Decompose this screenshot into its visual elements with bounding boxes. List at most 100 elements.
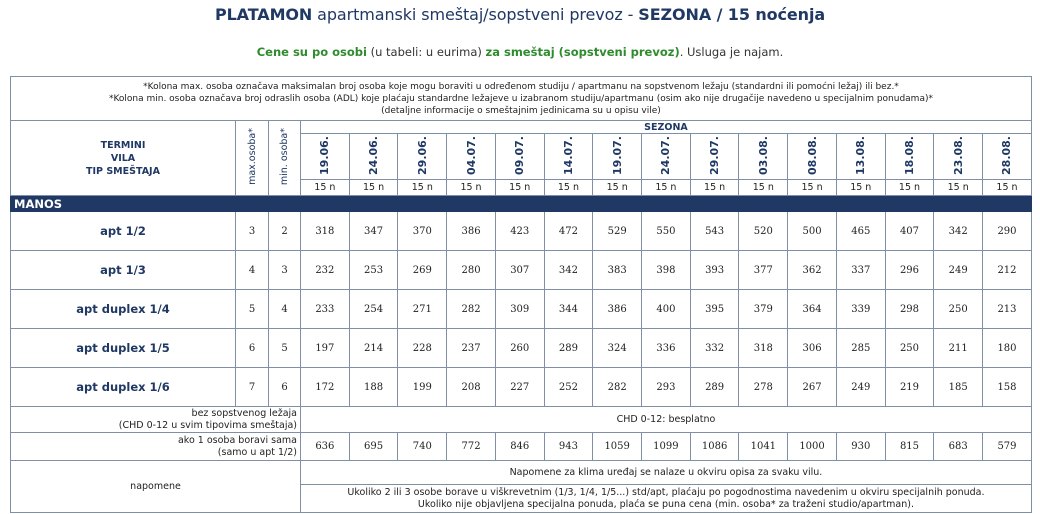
single-price-cell: 1041 <box>738 432 789 461</box>
price-cell: 383 <box>592 250 643 290</box>
single-row: ako 1 osoba boravi sama (samo u apt 1/2)… <box>10 432 1032 461</box>
price-cell: 377 <box>738 250 789 290</box>
price-cell: 158 <box>982 367 1032 407</box>
price-cell: 379 <box>738 289 789 329</box>
price-cell: 233 <box>300 289 350 329</box>
date-header: 14.07. <box>543 133 594 180</box>
notes-cell: *Kolona max. osoba označava maksimalan b… <box>10 76 1032 121</box>
date-header: 24.06. <box>348 133 399 180</box>
apartment-row: apt 1/2 3 2 318 347 370 386 423 472 529 550 543 520 5… <box>10 211 1032 251</box>
price-cell: 269 <box>397 250 448 290</box>
apartment-type: apt 1/3 <box>10 250 236 290</box>
date-header: 23.08. <box>933 133 984 180</box>
nights-cell: 15 n <box>446 179 496 196</box>
apartment-row: apt duplex 1/6 7 6 172 188 199 208 227 252 282 293… <box>10 367 1032 407</box>
season-header: SEZONA <box>300 120 1032 134</box>
price-cell: 232 <box>300 250 350 290</box>
price-cell: 185 <box>933 367 984 407</box>
price-cell: 398 <box>641 250 691 290</box>
notes-footer-row-1: napomene Napomene za klima uređaj se nal… <box>10 460 1032 513</box>
price-cell: 550 <box>641 211 691 251</box>
price-cell: 282 <box>446 289 496 329</box>
price-cell: 197 <box>300 328 350 368</box>
price-cell: 180 <box>982 328 1032 368</box>
single-price-cell: 683 <box>933 432 984 461</box>
price-cell: 285 <box>835 328 886 368</box>
date-header: 04.07. <box>446 133 496 180</box>
nights-cell: 15 n <box>494 179 545 196</box>
max-persons-cell: 4 <box>235 250 269 290</box>
napomene-note-2: Ukoliko 2 ili 3 osobe borave u viškrevet… <box>300 484 1032 513</box>
price-cell: 290 <box>982 211 1032 251</box>
nights-cell: 15 n <box>348 179 399 196</box>
date-header: 08.08. <box>787 133 837 180</box>
price-cell: 296 <box>884 250 935 290</box>
nights-cell: 15 n <box>933 179 984 196</box>
page-title: PLATAMON apartmanski smeštaj/sopstveni p… <box>214 5 826 24</box>
chd-label: bez sopstvenog ležaja (CHD 0-12 u svim t… <box>10 406 301 433</box>
nights-row: 15 n 15 n 15 n 15 n 15 n 15 n 15 n 15 n 15 n 15 n… <box>11 179 1032 196</box>
price-cell: 339 <box>835 289 886 329</box>
price-cell: 208 <box>446 367 496 407</box>
price-cell: 253 <box>348 250 399 290</box>
price-cell: 289 <box>543 328 594 368</box>
nights-cell: 15 n <box>787 179 837 196</box>
price-cell: 529 <box>592 211 643 251</box>
price-cell: 252 <box>543 367 594 407</box>
price-cell: 293 <box>641 367 691 407</box>
nights-cell: 15 n <box>884 179 935 196</box>
date-header: 18.08. <box>884 133 935 180</box>
date-header: 29.07. <box>689 133 740 180</box>
nights-cell: 15 n <box>300 179 350 196</box>
price-cell: 267 <box>787 367 837 407</box>
nights-cell: 15 n <box>397 179 448 196</box>
price-cell: 172 <box>300 367 350 407</box>
price-cell: 280 <box>446 250 496 290</box>
price-cell: 318 <box>300 211 350 251</box>
apartment-rows: apt 1/2 3 2 318 347 370 386 423 472 529 550 543 520 5… <box>10 211 1032 407</box>
date-header: 13.08. <box>835 133 886 180</box>
notes-row: *Kolona max. osoba označava maksimalan b… <box>10 76 1032 121</box>
price-cell: 219 <box>884 367 935 407</box>
price-cell: 347 <box>348 211 399 251</box>
single-price-cell: 815 <box>884 432 935 461</box>
price-cell: 543 <box>689 211 740 251</box>
price-cell: 393 <box>689 250 740 290</box>
single-price-cell: 1000 <box>787 432 837 461</box>
price-cell: 337 <box>835 250 886 290</box>
note-min-persons: *Kolona min. osoba označava broj odrasli… <box>108 93 933 104</box>
date-header: 24.07. <box>641 133 691 180</box>
price-cell: 500 <box>787 211 837 251</box>
note-details: (detaljne informacije o smeštajnim jedin… <box>381 105 661 116</box>
price-cell: 199 <box>397 367 448 407</box>
single-price-cell: 930 <box>835 432 886 461</box>
min-persons-cell: 5 <box>268 328 301 368</box>
notes-footer-row-2: Ukoliko 2 ili 3 osobe borave u viškrevet… <box>11 484 1032 513</box>
single-price-cell: 1099 <box>641 432 691 461</box>
price-cell: 271 <box>397 289 448 329</box>
max-persons-cell: 6 <box>235 328 269 368</box>
chd-row: bez sopstvenog ležaja (CHD 0-12 u svim t… <box>10 406 1032 433</box>
nights-cell: 15 n <box>689 179 740 196</box>
price-cell: 324 <box>592 328 643 368</box>
price-cell: 213 <box>982 289 1032 329</box>
price-cell: 332 <box>689 328 740 368</box>
nights-cell: 15 n <box>543 179 594 196</box>
max-persons-cell: 3 <box>235 211 269 251</box>
single-price-cell: 636 <box>300 432 350 461</box>
page-subtitle: Cene su po osobi (u tabeli: u eurima) za… <box>256 45 784 59</box>
min-persons-cell: 4 <box>268 289 301 329</box>
price-cell: 249 <box>835 367 886 407</box>
price-cell: 237 <box>446 328 496 368</box>
single-label: ako 1 osoba boravi sama (samo u apt 1/2) <box>10 432 301 461</box>
apartment-type: apt 1/2 <box>10 211 236 251</box>
price-cell: 250 <box>933 289 984 329</box>
price-cell: 278 <box>738 367 789 407</box>
apartment-type: apt duplex 1/5 <box>10 328 236 368</box>
price-cell: 282 <box>592 367 643 407</box>
price-cell: 386 <box>592 289 643 329</box>
price-cell: 364 <box>787 289 837 329</box>
single-price-cell: 740 <box>397 432 448 461</box>
price-cell: 250 <box>884 328 935 368</box>
price-cell: 342 <box>933 211 984 251</box>
